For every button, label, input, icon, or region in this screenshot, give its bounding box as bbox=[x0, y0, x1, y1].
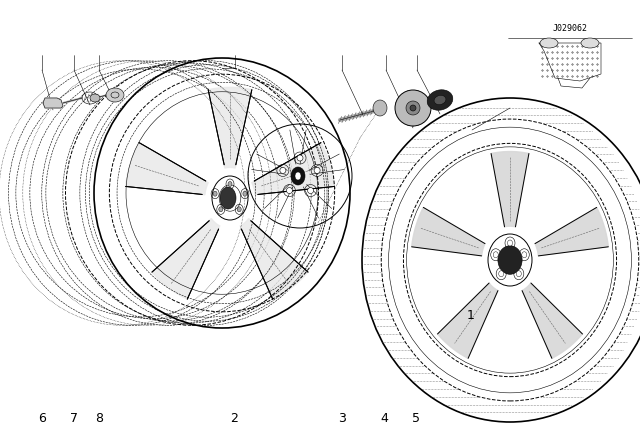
Polygon shape bbox=[43, 98, 63, 108]
Ellipse shape bbox=[106, 88, 124, 102]
Ellipse shape bbox=[581, 38, 599, 48]
Ellipse shape bbox=[410, 105, 416, 111]
Ellipse shape bbox=[220, 187, 236, 209]
Ellipse shape bbox=[498, 246, 522, 274]
Polygon shape bbox=[125, 142, 208, 195]
Ellipse shape bbox=[395, 90, 431, 126]
Polygon shape bbox=[152, 219, 220, 299]
Polygon shape bbox=[240, 219, 308, 299]
Ellipse shape bbox=[493, 252, 498, 258]
Text: 8: 8 bbox=[95, 412, 103, 426]
Text: 3: 3 bbox=[339, 412, 346, 426]
Ellipse shape bbox=[228, 181, 232, 186]
Text: 2: 2 bbox=[230, 412, 237, 426]
Polygon shape bbox=[522, 283, 582, 358]
Ellipse shape bbox=[516, 271, 522, 277]
Ellipse shape bbox=[434, 95, 446, 105]
Ellipse shape bbox=[540, 38, 558, 48]
Ellipse shape bbox=[406, 101, 420, 115]
Text: 6: 6 bbox=[38, 412, 45, 426]
Polygon shape bbox=[491, 151, 529, 227]
Ellipse shape bbox=[291, 167, 305, 185]
Ellipse shape bbox=[297, 155, 303, 161]
Polygon shape bbox=[535, 207, 609, 256]
Text: J029062: J029062 bbox=[552, 23, 588, 33]
Ellipse shape bbox=[522, 252, 527, 258]
Ellipse shape bbox=[499, 271, 504, 277]
Text: 1: 1 bbox=[467, 309, 474, 323]
Text: 7: 7 bbox=[70, 412, 77, 426]
Ellipse shape bbox=[427, 90, 453, 110]
Ellipse shape bbox=[219, 207, 223, 212]
Ellipse shape bbox=[314, 168, 320, 173]
Ellipse shape bbox=[237, 207, 241, 212]
Polygon shape bbox=[208, 87, 252, 168]
Ellipse shape bbox=[90, 94, 100, 102]
Ellipse shape bbox=[213, 191, 217, 196]
Ellipse shape bbox=[243, 191, 247, 196]
Ellipse shape bbox=[508, 240, 513, 246]
Ellipse shape bbox=[295, 172, 301, 180]
Ellipse shape bbox=[280, 168, 286, 173]
Text: 5: 5 bbox=[412, 412, 420, 426]
Polygon shape bbox=[412, 207, 485, 256]
Polygon shape bbox=[438, 283, 498, 358]
Ellipse shape bbox=[308, 188, 314, 194]
Ellipse shape bbox=[373, 100, 387, 116]
Text: 4: 4 bbox=[380, 412, 388, 426]
Ellipse shape bbox=[287, 188, 292, 194]
Polygon shape bbox=[252, 142, 334, 195]
